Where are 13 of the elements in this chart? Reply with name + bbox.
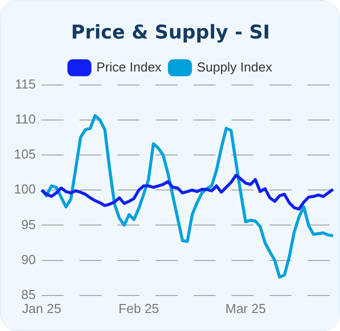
y-tick-label: 100 — [14, 182, 36, 197]
x-tick-label: Mar 25 — [225, 300, 266, 316]
legend-label: Supply Index — [196, 59, 273, 74]
x-tick-label: Jan 25 — [22, 300, 62, 316]
y-tick-label: 105 — [14, 146, 36, 162]
y-tick-label: 95 — [21, 216, 36, 232]
y-tick-label: 90 — [21, 252, 36, 267]
y-tick-label: 110 — [14, 111, 36, 126]
y-tick-label: 115 — [14, 76, 36, 92]
x-tick-label: Feb 25 — [118, 300, 160, 316]
chart-title: Price & Supply - SI — [71, 21, 270, 44]
legend-label: Price Index — [96, 59, 162, 74]
y-tick-label: 85 — [21, 286, 36, 302]
